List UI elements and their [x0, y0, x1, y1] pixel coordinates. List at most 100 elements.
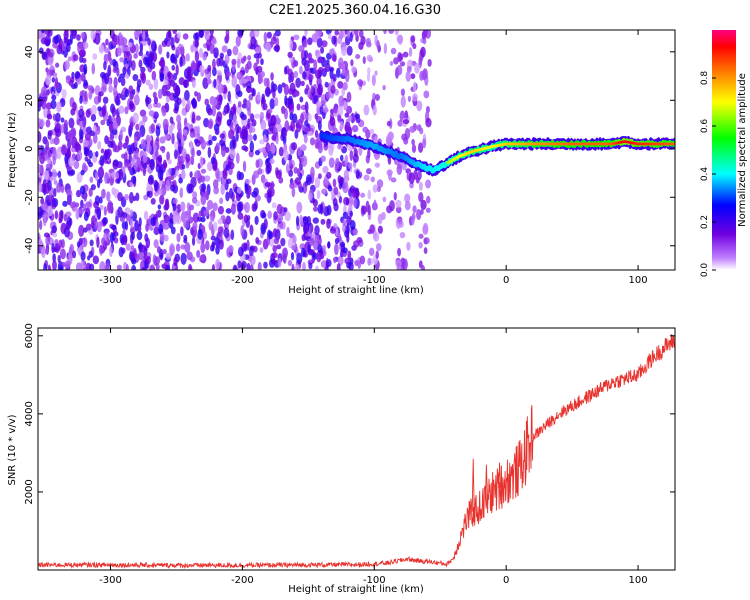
spectrogram-x-axis: -300 -200 -100 0 100 — [99, 30, 648, 286]
noise-cell — [150, 123, 156, 134]
noise-cell — [291, 186, 296, 198]
noise-cell — [170, 36, 175, 49]
noise-cell — [127, 52, 132, 63]
noise-cell — [111, 233, 116, 241]
x-tick-label: -300 — [99, 275, 122, 286]
noise-cell — [296, 252, 303, 265]
noise-cell — [246, 262, 251, 270]
noise-cell — [176, 114, 182, 123]
noise-cell — [213, 47, 219, 59]
noise-cell — [38, 238, 43, 248]
figure-title: C2E1.2025.360.04.16.G30 — [269, 3, 441, 18]
noise-cell — [195, 115, 201, 121]
noise-cell — [307, 37, 313, 46]
noise-cell — [127, 42, 133, 48]
noise-cell — [220, 145, 226, 158]
noise-cell — [145, 186, 151, 193]
noise-cell — [198, 47, 204, 58]
noise-cell — [366, 72, 371, 83]
noise-cell — [141, 266, 147, 270]
noise-cell — [426, 195, 431, 204]
noise-cell — [240, 113, 247, 121]
noise-cell — [57, 170, 62, 179]
noise-cell — [59, 248, 66, 260]
noise-cell — [203, 208, 210, 217]
noise-cell — [283, 66, 288, 75]
x-tick-label: -300 — [99, 575, 122, 586]
noise-cell — [90, 221, 95, 228]
noise-cell — [97, 106, 102, 112]
noise-cell — [308, 192, 313, 201]
noise-cell — [340, 154, 344, 162]
noise-cell — [95, 208, 100, 214]
noise-cell — [196, 92, 202, 102]
noise-cell — [99, 204, 104, 211]
noise-cell — [153, 239, 159, 249]
snr-spike — [484, 464, 488, 500]
noise-cell — [163, 79, 169, 86]
noise-cell — [229, 148, 236, 160]
noise-cell — [156, 136, 160, 142]
noise-cell — [336, 144, 344, 150]
noise-cell — [191, 147, 195, 159]
noise-cell — [317, 83, 324, 96]
noise-cell — [138, 120, 146, 128]
noise-cell — [148, 83, 154, 90]
noise-cell — [133, 161, 138, 171]
noise-cell — [106, 191, 111, 202]
noise-cell — [119, 73, 126, 79]
noise-cell — [113, 76, 118, 89]
noise-cell — [205, 39, 211, 49]
noise-cell — [307, 113, 312, 122]
noise-cell — [321, 188, 328, 195]
noise-cell — [218, 94, 223, 106]
spectrogram-frame — [37, 29, 676, 271]
noise-cell — [319, 203, 324, 215]
noise-cell — [128, 153, 132, 163]
noise-cell — [56, 101, 62, 113]
noise-cell — [324, 81, 329, 88]
noise-cell — [182, 33, 189, 40]
noise-cell — [212, 58, 216, 70]
noise-cell — [317, 57, 324, 64]
noise-cell — [131, 265, 137, 270]
noise-cell — [412, 205, 417, 214]
noise-cell — [386, 120, 392, 127]
noise-cell — [307, 52, 312, 61]
noise-cell — [83, 211, 89, 222]
noise-cell — [225, 71, 232, 77]
noise-cell — [215, 244, 220, 255]
noise-cell — [237, 246, 244, 257]
noise-cell — [288, 169, 294, 177]
noise-cell — [314, 233, 320, 243]
noise-cell — [80, 169, 85, 176]
noise-cell — [45, 247, 49, 255]
noise-cell — [78, 224, 85, 237]
noise-cell — [76, 34, 81, 41]
noise-cell — [138, 132, 143, 139]
noise-cell — [39, 164, 44, 175]
noise-cell — [199, 156, 204, 168]
noise-cell — [46, 113, 53, 120]
noise-cell — [371, 74, 376, 86]
noise-cell — [83, 190, 88, 202]
noise-cell — [413, 169, 418, 180]
noise-cell — [280, 237, 286, 247]
noise-cell — [359, 255, 366, 265]
noise-cell — [88, 263, 95, 270]
noise-cell — [83, 63, 88, 75]
noise-cell — [166, 151, 170, 162]
noise-cell — [161, 146, 166, 154]
noise-cell — [43, 170, 49, 181]
cb-tick-label: 0.4 — [700, 167, 710, 182]
noise-cell — [288, 88, 294, 95]
noise-cell — [263, 31, 268, 43]
noise-cell — [368, 247, 375, 256]
noise-cell — [43, 182, 51, 195]
noise-cell — [416, 209, 422, 221]
noise-cell — [271, 143, 276, 155]
spectrogram-signal-track — [319, 129, 675, 177]
noise-cell — [124, 89, 130, 98]
noise-cell — [254, 30, 260, 38]
noise-cell — [225, 191, 230, 202]
